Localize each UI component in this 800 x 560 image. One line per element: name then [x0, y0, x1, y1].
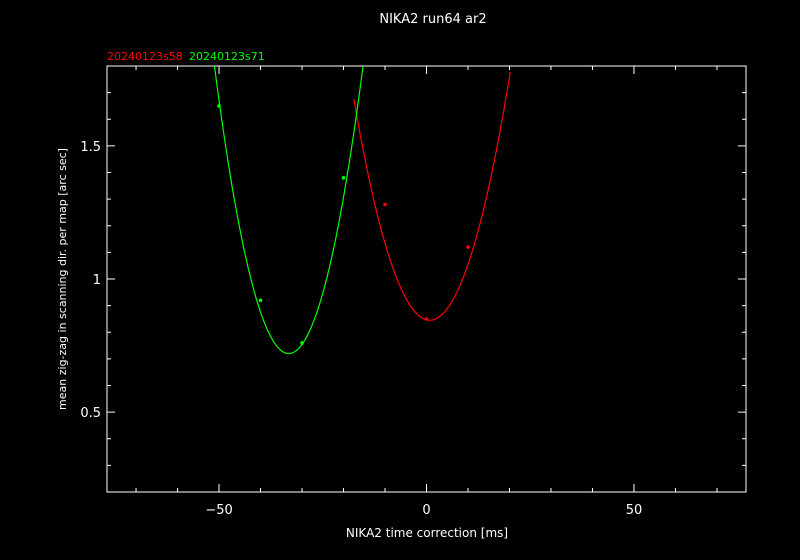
y-tick-label: 0.5: [80, 406, 101, 421]
chart-title: NIKA2 run64 ar2: [379, 12, 486, 27]
series-2-point: [217, 104, 221, 108]
x-axis-label: NIKA2 time correction [ms]: [346, 526, 508, 540]
legend-series-1: 20240123s58: [107, 50, 183, 63]
y-axis-label: mean zig-zag in scanning dir. per map [a…: [56, 148, 69, 410]
y-tick-label: 1.5: [80, 140, 101, 155]
legend-series-2: 20240123s71: [189, 50, 265, 63]
plot-area: −50 0 50 0.5 1 1.5: [80, 65, 747, 518]
series-2-point: [341, 176, 346, 180]
series-1-point: [466, 245, 470, 249]
y-tick-label: 1: [93, 273, 101, 288]
x-tick-label: 50: [626, 503, 643, 518]
series-1-fit-line: [353, 71, 511, 321]
series-1-point: [383, 202, 387, 207]
x-tick-label: −50: [205, 503, 232, 518]
series-2-point: [300, 341, 304, 345]
x-tick-label: 0: [422, 503, 430, 518]
series-2-fit-line: [213, 66, 364, 355]
series-1-point: [424, 317, 429, 321]
series-2-point: [258, 298, 263, 303]
